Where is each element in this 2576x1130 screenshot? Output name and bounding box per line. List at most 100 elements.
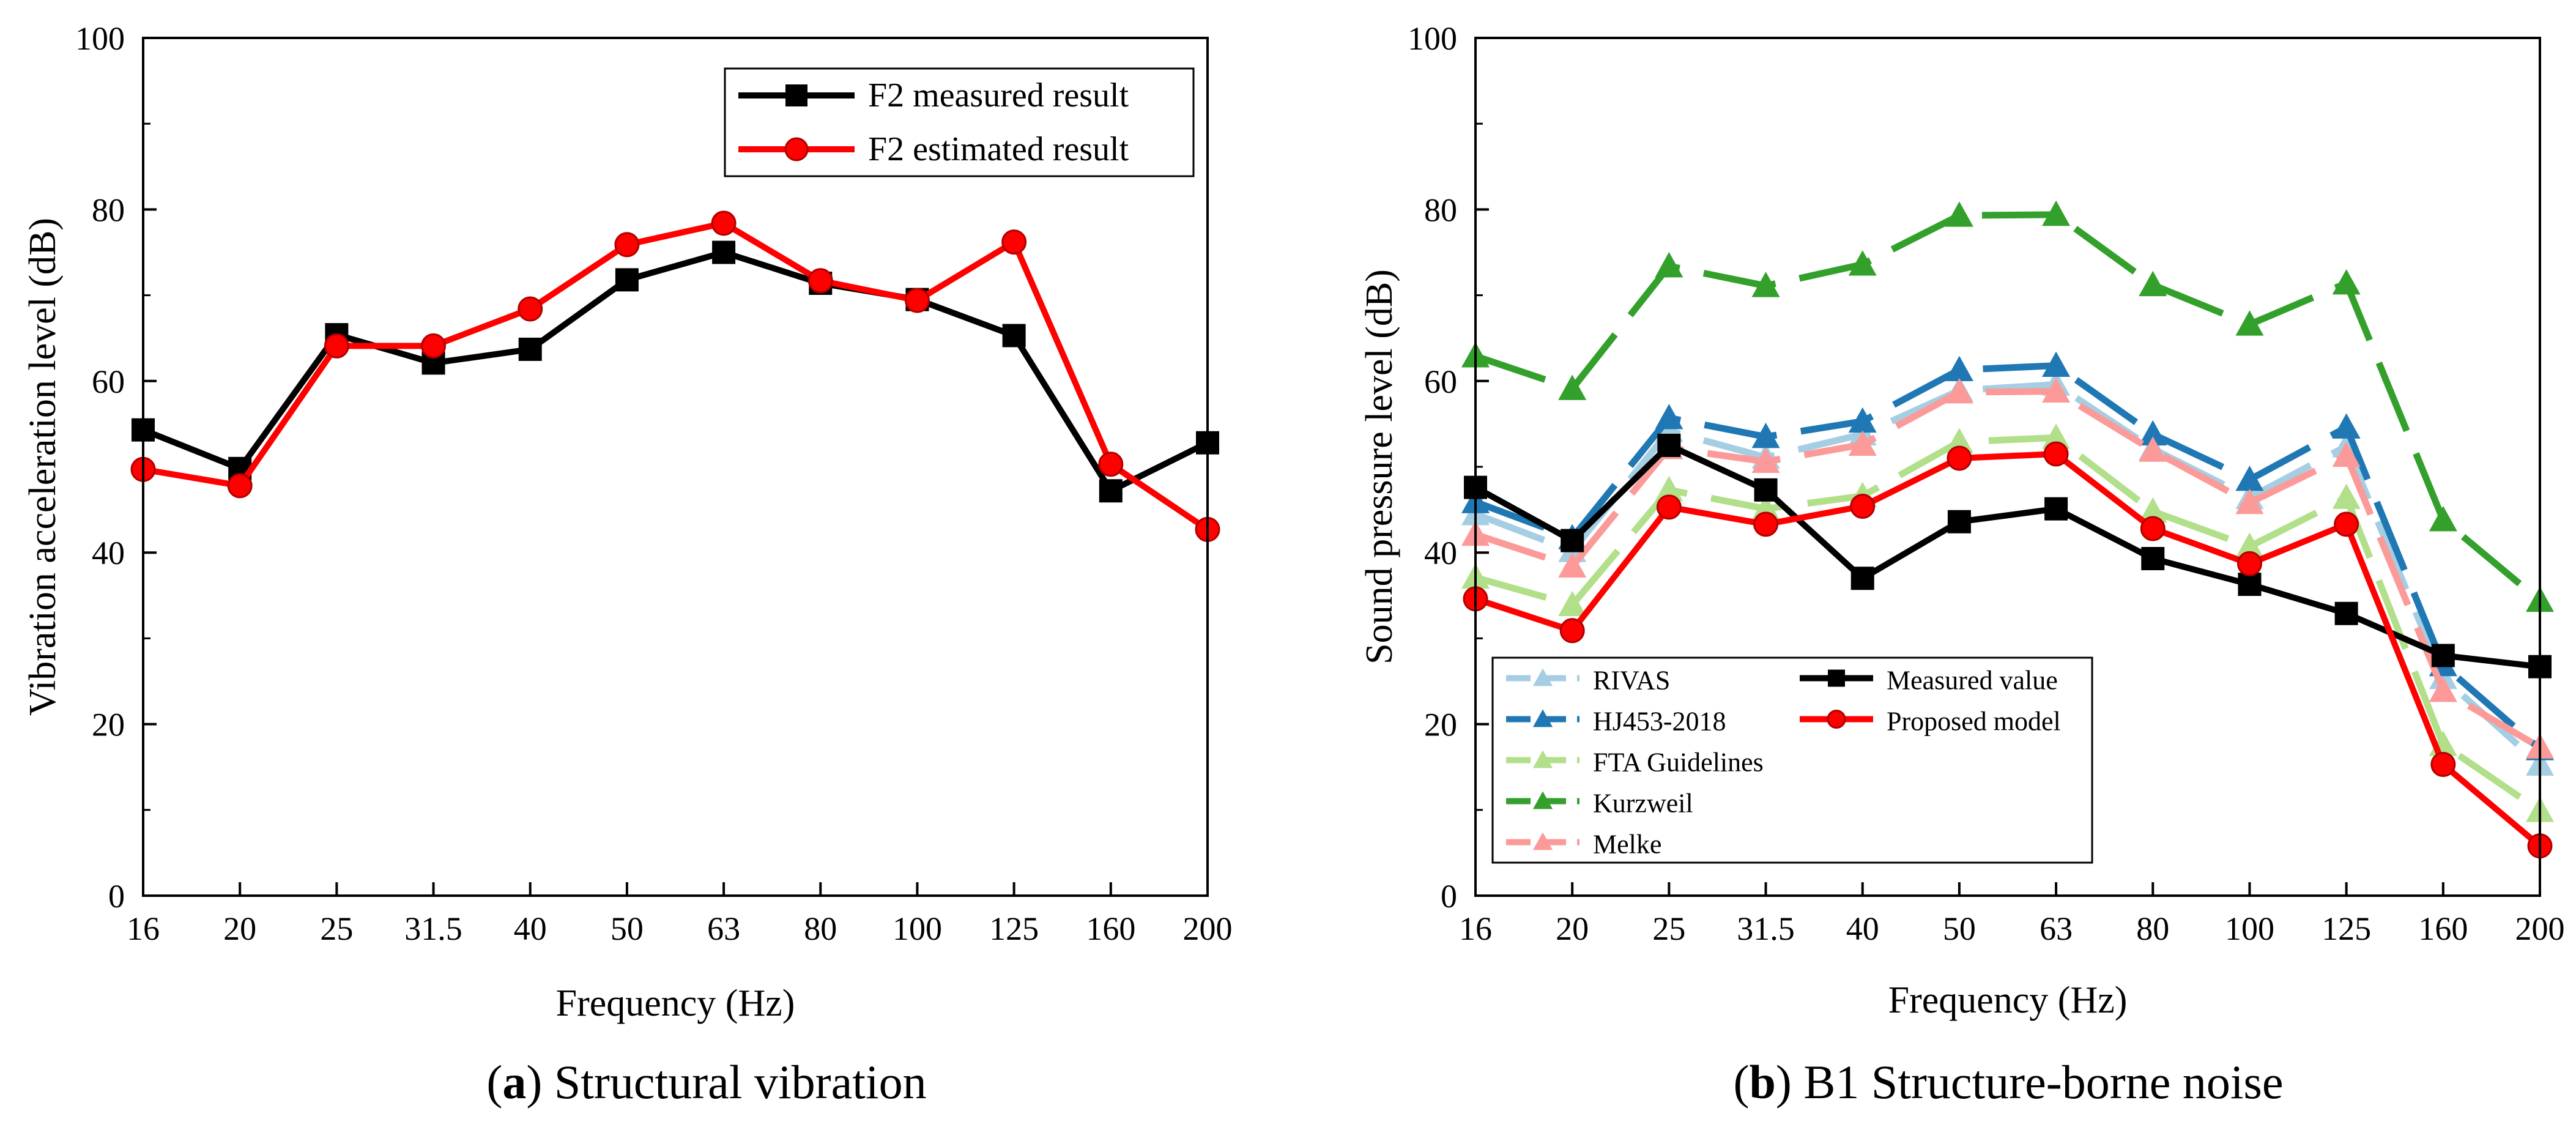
b-data-point xyxy=(1656,494,1682,520)
b-legend-box xyxy=(1491,656,2093,864)
b-data-point xyxy=(2334,601,2358,625)
b-x-tick-label: 50 xyxy=(1943,910,1976,947)
b-legend-label: Kurzweil xyxy=(1593,789,1693,819)
b-series-line xyxy=(1474,442,2541,670)
a-data-point xyxy=(324,333,349,359)
b-legend-marker xyxy=(1532,709,1553,727)
b-series-melke xyxy=(1461,377,2554,759)
panel-b-caption-text: ) B1 Structure-borne noise xyxy=(1776,1055,2284,1109)
b-legend-marker xyxy=(1828,669,1845,687)
a-data-point xyxy=(615,268,639,292)
panel-b-plot-frame xyxy=(1474,37,2541,897)
b-data-point xyxy=(1850,493,1876,519)
b-legend-label: FTA Guidelines xyxy=(1593,748,1764,778)
a-x-tick-label: 125 xyxy=(989,910,1039,947)
b-series-line xyxy=(1474,381,2542,767)
b-data-point xyxy=(2139,497,2167,523)
a-series-f2-measured-result xyxy=(132,240,1219,503)
panel-a-x-axis-title: Frequency (Hz) xyxy=(556,983,795,1024)
b-data-point xyxy=(2429,505,2457,532)
panel-a-series xyxy=(130,210,1220,542)
b-data-point xyxy=(1751,272,1780,297)
a-y-tick-label: 40 xyxy=(92,535,125,571)
b-y-tick-label: 40 xyxy=(1424,535,1457,571)
b-y-tick-label: 80 xyxy=(1424,191,1457,228)
a-x-tick-label: 40 xyxy=(514,910,547,947)
b-data-point xyxy=(2236,551,2262,576)
a-y-tick-label: 60 xyxy=(92,363,125,400)
a-y-tick-label: 100 xyxy=(75,20,125,57)
a-x-tick-label: 31.5 xyxy=(404,910,462,947)
b-legend-item: RIVAS xyxy=(1506,666,1670,696)
b-data-point xyxy=(2140,516,2166,541)
a-data-point xyxy=(421,333,447,359)
b-data-point xyxy=(1561,529,1584,552)
panel-a-caption-letter: a xyxy=(502,1055,526,1109)
b-x-tick-label: 25 xyxy=(1652,910,1685,947)
b-data-point xyxy=(1945,201,1973,227)
b-x-tick-label: 160 xyxy=(2418,910,2468,947)
b-x-tick-label: 200 xyxy=(2515,910,2565,947)
b-data-point xyxy=(1655,251,1683,278)
b-data-point xyxy=(2235,488,2264,515)
b-legend-item: Melke xyxy=(1506,830,1661,860)
a-legend-marker xyxy=(784,137,809,162)
b-legend-marker xyxy=(1532,668,1553,686)
b-series-line xyxy=(1474,450,2542,849)
b-y-tick-label: 0 xyxy=(1441,878,1457,915)
b-series-line xyxy=(1474,362,2542,752)
a-data-point xyxy=(807,268,833,294)
b-x-tick-label: 80 xyxy=(2136,910,2169,947)
panel-b-caption: (b) B1 Structure-borne noise xyxy=(1733,1055,2283,1109)
b-data-point xyxy=(1558,552,1587,578)
b-data-point xyxy=(2042,423,2071,449)
a-legend-marker xyxy=(785,84,807,106)
a-legend-item: F2 measured result xyxy=(738,76,1129,114)
b-y-tick-label: 100 xyxy=(1408,20,1457,57)
b-legend-label: Measured value xyxy=(1887,666,2058,696)
b-data-point xyxy=(2332,413,2361,439)
b-data-point xyxy=(2429,663,2457,690)
b-data-point xyxy=(2139,270,2167,297)
b-data-point xyxy=(2139,420,2167,446)
panel-a-x-tick-labels: 16 20 25 31.5 40 50 63 80 100 125 160 200 xyxy=(127,910,1233,947)
a-data-point xyxy=(518,337,542,361)
panel-a-plot-frame xyxy=(142,37,1209,897)
b-series-line xyxy=(1474,434,2542,814)
a-legend-label: F2 measured result xyxy=(868,76,1129,114)
a-data-point xyxy=(1002,324,1026,348)
a-data-point xyxy=(904,288,930,313)
b-data-point xyxy=(2431,644,2455,667)
b-data-point xyxy=(1848,407,1877,433)
b-x-tick-label: 31.5 xyxy=(1737,910,1795,947)
b-data-point xyxy=(1559,618,1585,644)
b-data-point xyxy=(1751,447,1780,473)
a-data-point xyxy=(227,473,253,499)
b-legend-item: FTA Guidelines xyxy=(1506,748,1764,778)
b-data-point xyxy=(2141,547,2165,571)
b-data-point xyxy=(1945,378,1973,404)
b-legend-label: RIVAS xyxy=(1593,666,1670,696)
panel-b-y-axis-title: Sound pressure level (dB) xyxy=(1359,269,1400,664)
b-y-tick-label: 20 xyxy=(1424,707,1457,743)
b-legend-label: Proposed model xyxy=(1887,707,2061,737)
b-data-point xyxy=(2235,532,2264,558)
panel-b-x-tick-labels: 16 20 25 31.5 40 50 63 80 100 125 160 200 xyxy=(1459,910,2565,947)
b-data-point xyxy=(2042,351,2071,377)
b-data-point xyxy=(1850,567,1874,590)
b-data-point xyxy=(1848,250,1877,276)
b-data-point xyxy=(1945,428,1973,453)
b-x-tick-label: 40 xyxy=(1846,910,1879,947)
a-data-point xyxy=(1098,452,1124,477)
panel-b-structure-borne-noise: 16 20 25 31.5 40 50 63 80 100 125 160 200 0 20 40 60 80… xyxy=(1359,20,2565,1109)
b-data-point xyxy=(2238,573,2262,597)
panel-a-caption: (a) Structural vibration xyxy=(486,1055,926,1109)
a-legend-label: F2 estimated result xyxy=(868,130,1129,168)
b-data-point xyxy=(2235,466,2264,491)
b-data-point xyxy=(2043,441,2069,467)
b-data-point xyxy=(1655,475,1683,502)
b-x-tick-label: 125 xyxy=(2322,910,2371,947)
a-x-tick-label: 160 xyxy=(1086,910,1135,947)
b-legend-marker xyxy=(1827,710,1846,729)
